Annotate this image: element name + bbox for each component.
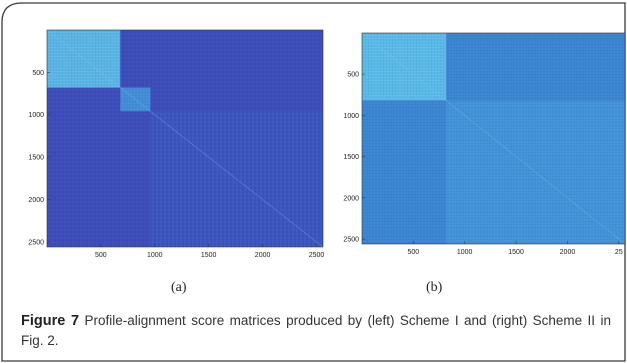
x-tick-label-b-0: 500 [407, 249, 419, 256]
y-tick-label-b-4: 2500 [343, 237, 359, 244]
y-tick-label-a-2: 1500 [28, 155, 44, 162]
heatmap-block-texture-a-2 [150, 111, 323, 247]
axes-frame-b [361, 32, 626, 245]
x-tick-label-a-0: 500 [95, 252, 107, 259]
x-tick-label-b-4: 25 [615, 249, 623, 256]
heatmap-block-texture-b-1 [446, 100, 625, 244]
heatmap-diagonal-b [362, 33, 625, 244]
x-tick-label-a-3: 2000 [255, 252, 271, 259]
heatmap-block-texture-b-0 [362, 33, 447, 101]
heatmap-panel-a: 500 1000 1500 2000 2500 500 1000 1500 2000 2500 [28, 29, 325, 259]
y-tick-label-a-4: 2500 [28, 239, 44, 246]
y-tick-label-b-0: 500 [347, 72, 359, 79]
panel-label-b: (b) [426, 280, 443, 295]
heatmap-block-texture-a-1 [120, 87, 151, 112]
caption-text: Profile-alignment score matrices produce… [21, 313, 611, 348]
y-tick-label-b-2: 1500 [343, 154, 359, 161]
axes-frame-a [46, 29, 324, 248]
x-tick-label-b-1: 1000 [457, 249, 473, 256]
heatmap-diagonal-a [47, 30, 323, 247]
panel-label-a: (a) [171, 280, 187, 295]
x-tick-label-a-2: 1500 [201, 252, 217, 259]
y-tick-label-a-1: 1000 [28, 112, 44, 119]
y-tick-label-b-3: 2000 [343, 195, 359, 202]
caption-label: Figure 7 [21, 313, 80, 329]
figure-caption: Figure 7 Profile-alignment score matrice… [21, 311, 611, 351]
y-tick-label-a-0: 500 [32, 70, 44, 77]
heatmap-block-texture-a-0 [47, 30, 121, 88]
x-tick-label-a-1: 1000 [147, 252, 163, 259]
y-tick-label-a-3: 2000 [28, 197, 44, 204]
x-tick-label-a-4: 2500 [309, 252, 325, 259]
x-tick-label-b-3: 2000 [560, 249, 576, 256]
x-tick-label-b-2: 1500 [508, 249, 524, 256]
heatmap-area-b [362, 33, 625, 244]
heatmap-area-a [47, 30, 323, 247]
heatmap-panel-b: 500 1000 1500 2000 25 500 1000 1500 2000 2500 [343, 32, 626, 256]
y-tick-label-b-1: 1000 [343, 113, 359, 120]
